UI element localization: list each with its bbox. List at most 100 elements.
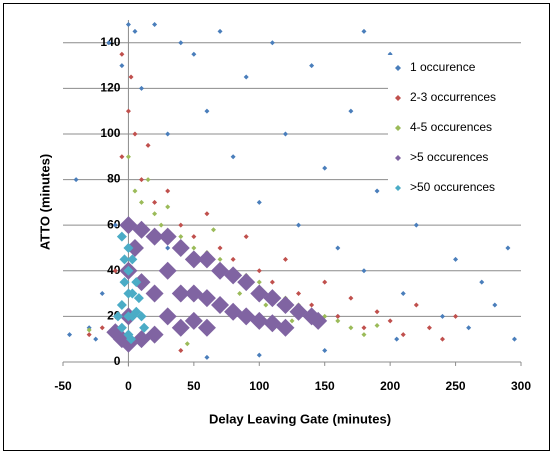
point: [309, 311, 328, 330]
point: [361, 332, 367, 338]
point: [165, 245, 171, 251]
point: [217, 256, 223, 262]
point: [439, 313, 445, 319]
point: [322, 348, 328, 354]
point: [276, 318, 295, 337]
point: [374, 309, 380, 315]
y-axis-title: ATTO (minutes): [37, 154, 52, 250]
point: [224, 266, 243, 285]
point: [217, 28, 223, 34]
point: [119, 254, 130, 265]
point: [453, 256, 459, 262]
legend-marker: [395, 65, 401, 71]
point: [413, 302, 419, 308]
point: [145, 177, 151, 183]
point: [250, 311, 269, 330]
point: [361, 268, 367, 274]
point: [197, 289, 216, 308]
points: [67, 22, 517, 360]
point: [184, 341, 190, 347]
point: [145, 284, 164, 303]
point: [112, 222, 118, 228]
x-tick-label: 0: [125, 379, 132, 393]
point: [296, 222, 302, 228]
point: [479, 279, 485, 285]
point: [335, 245, 341, 251]
point: [131, 277, 142, 288]
point: [152, 199, 158, 205]
point: [171, 238, 190, 257]
point: [191, 51, 197, 57]
y-tick-label: 80: [107, 172, 121, 186]
point: [165, 131, 171, 137]
point: [119, 51, 125, 57]
point: [348, 108, 354, 114]
point: [322, 279, 328, 285]
x-axis-title: Delay Leaving Gate (minutes): [209, 411, 391, 426]
point: [309, 63, 315, 69]
point: [237, 273, 256, 292]
y-tick-label: 140: [100, 35, 120, 49]
point: [322, 165, 328, 171]
point: [178, 348, 184, 354]
point: [191, 245, 197, 251]
x-tick-label: 150: [315, 379, 335, 393]
point: [178, 234, 184, 240]
point: [125, 108, 131, 114]
point: [348, 325, 354, 331]
point: [133, 293, 144, 304]
point: [127, 254, 138, 265]
point: [276, 295, 295, 314]
legend-marker: [395, 125, 401, 131]
point: [511, 336, 517, 342]
point: [116, 231, 127, 242]
legend-label: >5 occurences: [410, 150, 488, 164]
point: [112, 311, 123, 322]
point: [128, 74, 134, 80]
point: [132, 273, 151, 292]
point: [112, 268, 118, 274]
point: [204, 211, 210, 217]
point: [505, 245, 511, 251]
point: [256, 352, 262, 358]
point: [73, 177, 79, 183]
x-tick-label: 200: [380, 379, 400, 393]
legend-marker: [395, 95, 401, 101]
x-tick-label: 250: [446, 379, 466, 393]
point: [119, 277, 130, 288]
x-tick-label: 100: [249, 379, 269, 393]
point: [99, 325, 105, 331]
point: [116, 299, 127, 310]
point: [132, 131, 138, 137]
point: [93, 336, 99, 342]
point: [282, 131, 288, 137]
point: [127, 288, 138, 299]
point: [171, 284, 190, 303]
point: [269, 40, 275, 46]
point: [99, 291, 105, 297]
point: [125, 22, 131, 28]
point: [230, 256, 236, 262]
legend-marker: [395, 155, 401, 161]
point: [119, 63, 125, 69]
point: [158, 261, 177, 280]
x-tick-label: 50: [187, 379, 201, 393]
legend-label: 4-5 occurences: [410, 120, 492, 134]
point: [145, 227, 164, 246]
point: [361, 28, 367, 34]
point: [289, 318, 295, 324]
legend-box: [388, 55, 524, 201]
point: [256, 279, 262, 285]
point: [86, 332, 92, 338]
point: [335, 318, 341, 324]
y-tick-label: 100: [100, 126, 120, 140]
point: [86, 327, 92, 333]
point: [152, 22, 158, 28]
point: [230, 154, 236, 160]
point: [243, 74, 249, 80]
point: [126, 334, 137, 345]
point: [158, 227, 177, 246]
point: [139, 322, 150, 333]
point: [439, 336, 445, 342]
point: [123, 265, 134, 276]
